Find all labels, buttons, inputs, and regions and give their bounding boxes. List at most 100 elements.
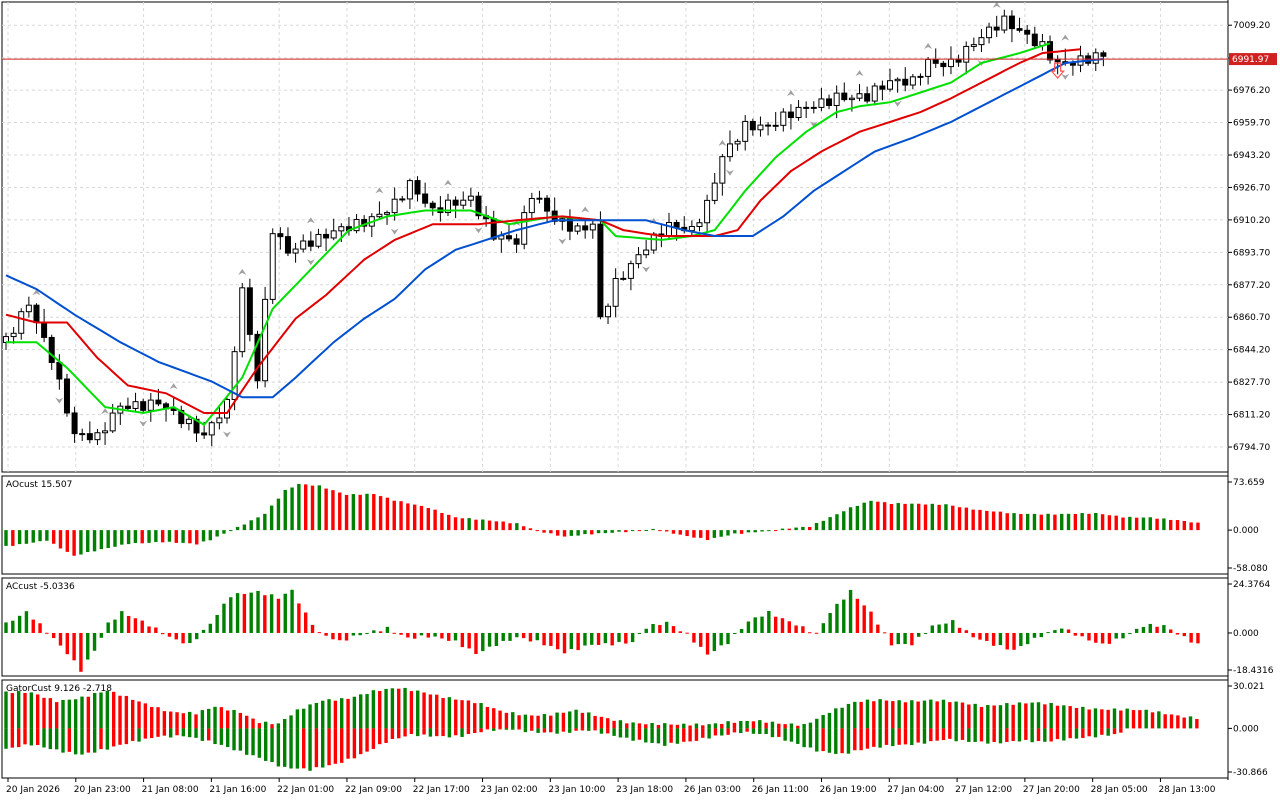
gator-lower-bar	[111, 728, 116, 747]
gator-upper-bar	[441, 697, 445, 729]
histogram-bar	[753, 617, 757, 633]
gator-upper-bar	[181, 713, 186, 729]
x-tick-label: 23 Jan 18:00	[616, 785, 673, 795]
candle-body	[1024, 29, 1031, 35]
gator-upper-bar	[168, 711, 173, 729]
histogram-bar	[140, 530, 144, 544]
gator-upper-bar	[796, 725, 800, 729]
gator-upper-bar	[42, 697, 46, 729]
histogram-bar	[215, 530, 219, 537]
gator-lower-bar	[1055, 728, 1060, 740]
grid: 7009.20 6976.20 6959.70 6943.20 6926.70 6910.…	[2, 21, 1270, 453]
gator-upper-bar	[859, 701, 863, 729]
gator-lower-bar	[118, 728, 122, 745]
histogram-bar	[596, 530, 601, 534]
fractal-down-marker	[893, 100, 902, 107]
gator-lower-bar	[777, 728, 781, 737]
x-tick-label: 22 Jan 17:00	[413, 785, 470, 795]
histogram-bar	[787, 528, 791, 531]
gator-lower-bar	[466, 728, 471, 735]
gator-lower-bar	[688, 728, 692, 742]
histogram-bar	[644, 529, 648, 531]
fractal-up-marker	[444, 179, 452, 186]
histogram-bar	[569, 632, 574, 650]
gator-upper-bar	[808, 722, 813, 729]
gator-lower-bar	[992, 728, 996, 742]
histogram-bar	[120, 530, 124, 545]
gator-lower-bar	[720, 728, 724, 736]
x-axis: 20 Jan 2026 20 Jan 23:00 21 Jan 08:00 21 Ja…	[6, 2, 1216, 795]
gator-upper-bar	[1055, 705, 1060, 729]
gator-lower-bar	[751, 728, 756, 734]
histogram-bar	[957, 627, 962, 633]
candle-body	[757, 124, 764, 131]
histogram-bar	[889, 632, 894, 646]
histogram-bar	[896, 503, 900, 531]
x-tick-label: 20 Jan 2026	[6, 785, 60, 795]
histogram-bar	[208, 623, 213, 633]
x-tick-label: 27 Jan 20:00	[1023, 785, 1080, 795]
histogram-bar	[842, 511, 846, 531]
candle-body	[56, 361, 63, 380]
candle-body	[635, 254, 642, 265]
histogram-bar	[1094, 512, 1098, 531]
gator-upper-bar	[1169, 714, 1174, 729]
histogram-bar	[1128, 632, 1132, 634]
histogram-bar	[1025, 513, 1030, 531]
gator-upper-bar	[479, 703, 483, 729]
histogram-bar	[154, 627, 158, 633]
histogram-bar	[24, 611, 29, 633]
gator-upper-bar	[321, 700, 325, 729]
gator-lower-bar	[948, 728, 952, 739]
histogram-bar	[378, 496, 383, 531]
candle-body	[917, 75, 924, 78]
histogram-bar	[848, 507, 853, 531]
histogram-bar	[916, 632, 921, 637]
histogram-bar	[310, 485, 315, 531]
gator-upper-bar	[143, 703, 148, 729]
histogram-bar	[664, 621, 669, 633]
gator-upper-bar	[1030, 702, 1034, 729]
gator-lower-bar	[967, 728, 971, 742]
gator-lower-bar	[840, 728, 844, 754]
candle-body	[94, 432, 101, 441]
histogram-bar	[1060, 628, 1064, 633]
histogram-bar	[794, 625, 798, 633]
gator-upper-bar	[359, 694, 363, 729]
gator-lower-bar	[302, 728, 306, 769]
gator-lower-bar	[498, 728, 502, 730]
gator-lower-bar	[954, 728, 958, 742]
candle-body	[323, 233, 330, 239]
histogram-bar	[1107, 515, 1112, 531]
histogram-bar	[317, 632, 322, 634]
histogram-bar	[957, 507, 962, 531]
histogram-bar	[610, 530, 614, 533]
gator-lower-bar	[764, 728, 768, 735]
histogram-bar	[406, 632, 410, 638]
histogram-bar	[808, 526, 812, 531]
histogram-bar	[1046, 513, 1050, 531]
y-tick-label: 24.3764	[1233, 580, 1270, 590]
gator-lower-bar	[891, 728, 895, 747]
fractal-up-marker	[1061, 34, 1070, 41]
gator-upper-bar	[992, 705, 996, 729]
histogram-bar	[767, 530, 771, 532]
gator-lower-bar	[536, 728, 540, 733]
histogram-bar	[1005, 513, 1009, 531]
candle-body	[1069, 62, 1076, 66]
gator-upper-bar	[295, 709, 300, 729]
gator-lower-bar	[35, 728, 40, 746]
fractal-down-marker	[223, 431, 231, 438]
gator-lower-bar	[1024, 728, 1028, 740]
gator-upper-bar	[1100, 709, 1104, 729]
fractal-up-marker	[992, 1, 1001, 8]
gator-upper-bar	[29, 692, 34, 729]
histogram-bar	[1053, 630, 1057, 633]
histogram-bar	[1005, 632, 1009, 650]
candle-body	[391, 198, 398, 214]
gator-lower-bar	[1036, 728, 1041, 742]
histogram-bar	[385, 497, 390, 531]
gator-upper-bar	[606, 718, 610, 729]
histogram-bar	[1080, 513, 1084, 531]
gator-lower-bar	[1112, 728, 1117, 735]
